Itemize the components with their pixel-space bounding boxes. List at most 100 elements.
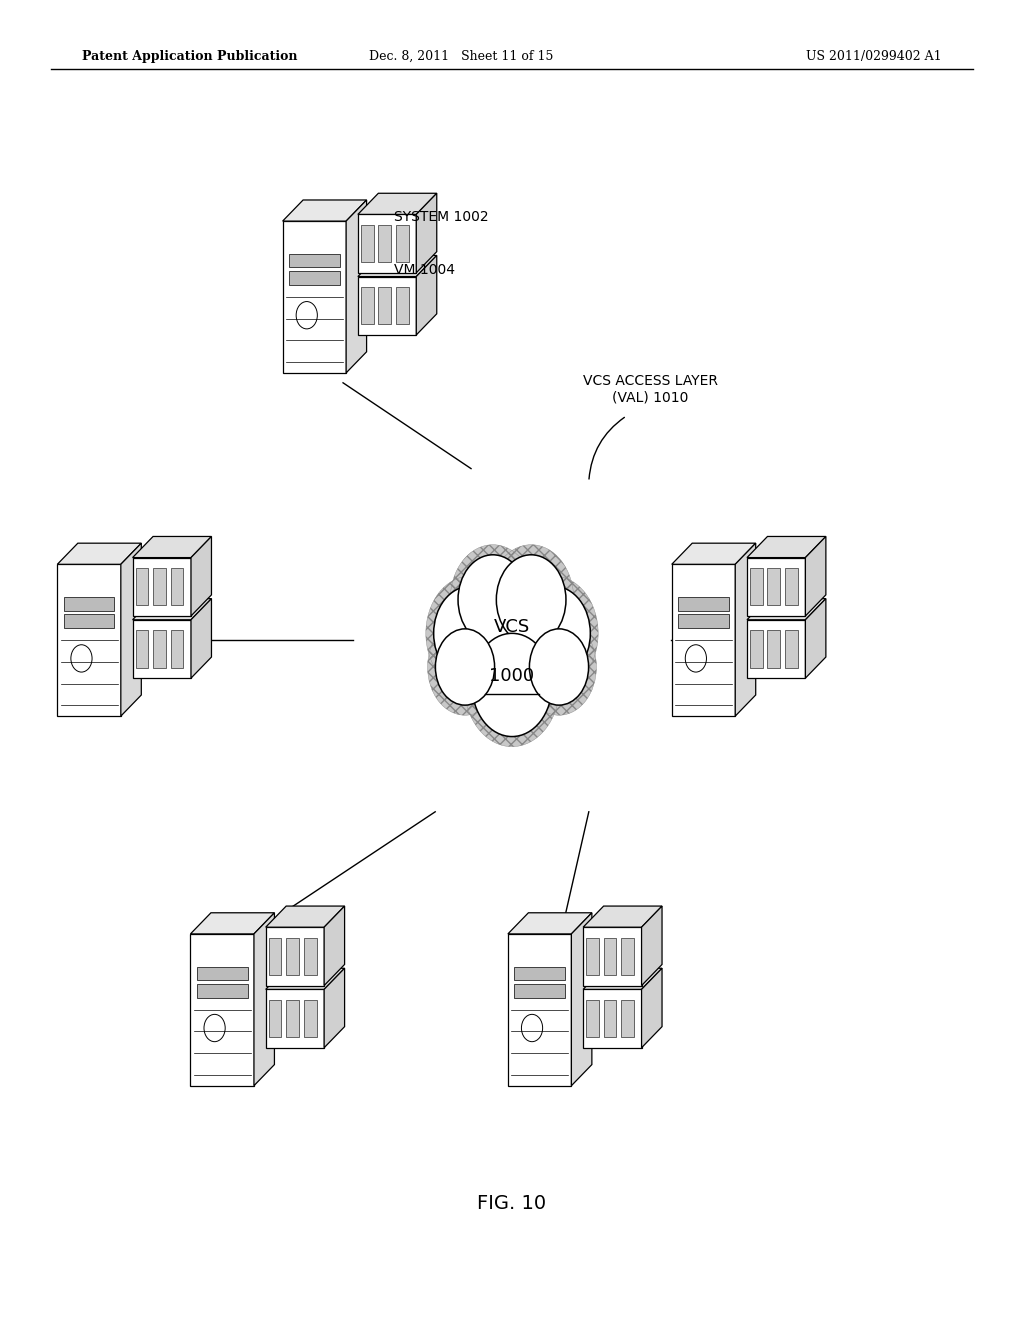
Polygon shape [132, 557, 191, 616]
Bar [304, 937, 316, 975]
Circle shape [458, 554, 527, 644]
Polygon shape [132, 536, 212, 557]
Text: Patent Application Publication: Patent Application Publication [82, 50, 297, 63]
Bar [286, 937, 299, 975]
Polygon shape [132, 620, 191, 678]
Polygon shape [357, 193, 437, 214]
Bar [603, 999, 616, 1038]
Polygon shape [132, 599, 212, 620]
Polygon shape [417, 256, 437, 335]
Polygon shape [746, 599, 826, 620]
Bar [396, 286, 409, 325]
Circle shape [434, 586, 507, 681]
Polygon shape [265, 990, 325, 1048]
Bar [153, 568, 166, 606]
Bar [785, 630, 798, 668]
Polygon shape [191, 536, 212, 616]
Polygon shape [357, 277, 417, 335]
Polygon shape [672, 544, 756, 565]
Polygon shape [190, 935, 254, 1085]
Bar [514, 983, 565, 998]
Circle shape [529, 628, 589, 705]
Bar [135, 568, 148, 606]
Bar [286, 999, 299, 1038]
Bar [750, 568, 763, 606]
Circle shape [464, 623, 560, 747]
Bar [767, 630, 780, 668]
Polygon shape [325, 969, 345, 1048]
Polygon shape [508, 935, 571, 1085]
Text: VCS: VCS [494, 618, 530, 636]
Text: SYSTEM 1002: SYSTEM 1002 [394, 210, 488, 224]
Polygon shape [746, 536, 826, 557]
Circle shape [428, 619, 503, 715]
Polygon shape [672, 565, 735, 715]
Bar [603, 937, 616, 975]
Bar [396, 224, 409, 263]
Circle shape [452, 565, 572, 719]
Bar [785, 568, 798, 606]
Polygon shape [746, 620, 806, 678]
Bar [586, 937, 599, 975]
Bar [171, 630, 183, 668]
Polygon shape [325, 906, 345, 986]
Text: 1000: 1000 [489, 667, 535, 685]
Polygon shape [746, 557, 806, 616]
Bar [153, 630, 166, 668]
Bar [750, 630, 763, 668]
Bar [197, 983, 248, 998]
Polygon shape [583, 927, 642, 986]
Bar [289, 253, 340, 268]
Bar [268, 999, 282, 1038]
Bar [197, 966, 248, 981]
Bar [304, 999, 316, 1038]
Bar [586, 999, 599, 1038]
Polygon shape [806, 599, 826, 678]
Polygon shape [190, 913, 274, 935]
Polygon shape [265, 906, 345, 927]
Bar [63, 614, 115, 628]
Polygon shape [346, 199, 367, 372]
Polygon shape [357, 214, 417, 273]
Bar [678, 614, 729, 628]
Circle shape [517, 586, 590, 681]
Polygon shape [806, 536, 826, 616]
Circle shape [521, 619, 596, 715]
Text: US 2011/0299402 A1: US 2011/0299402 A1 [807, 50, 942, 63]
Polygon shape [57, 565, 121, 715]
Polygon shape [508, 913, 592, 935]
Bar [678, 597, 729, 611]
Bar [63, 597, 115, 611]
Polygon shape [583, 969, 663, 990]
Polygon shape [57, 544, 141, 565]
Bar [360, 224, 374, 263]
Polygon shape [642, 969, 663, 1048]
Polygon shape [583, 906, 663, 927]
Text: VCS ACCESS LAYER
(VAL) 1010: VCS ACCESS LAYER (VAL) 1010 [583, 375, 718, 404]
Polygon shape [357, 256, 437, 277]
Circle shape [451, 545, 536, 655]
Bar [135, 630, 148, 668]
Bar [767, 568, 780, 606]
Circle shape [426, 576, 515, 690]
Circle shape [509, 576, 598, 690]
Polygon shape [265, 969, 345, 990]
Circle shape [472, 634, 552, 737]
Text: Dec. 8, 2011   Sheet 11 of 15: Dec. 8, 2011 Sheet 11 of 15 [369, 50, 553, 63]
Bar [378, 224, 391, 263]
Polygon shape [283, 220, 346, 372]
Circle shape [435, 628, 495, 705]
Polygon shape [642, 906, 663, 986]
Bar [171, 568, 183, 606]
Text: FIG. 10: FIG. 10 [477, 1195, 547, 1213]
Polygon shape [121, 544, 141, 715]
Bar [378, 286, 391, 325]
Circle shape [488, 545, 573, 655]
Circle shape [460, 576, 564, 710]
Circle shape [497, 554, 566, 644]
Bar [622, 999, 634, 1038]
Polygon shape [583, 990, 642, 1048]
Bar [514, 966, 565, 981]
Polygon shape [191, 599, 212, 678]
Polygon shape [265, 927, 325, 986]
